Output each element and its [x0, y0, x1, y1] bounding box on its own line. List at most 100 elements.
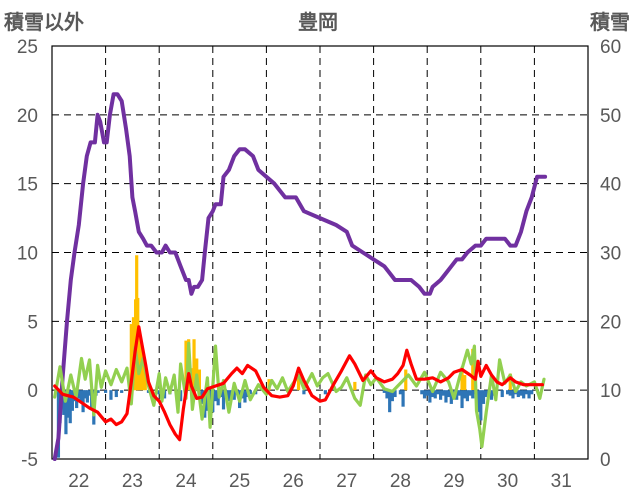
bar-series-4	[64, 390, 68, 435]
bar-series-3	[184, 340, 188, 391]
bar-series-4	[323, 390, 327, 395]
bar-series-4	[85, 390, 89, 403]
bar-series-4	[519, 390, 523, 396]
bar-series-4	[248, 390, 252, 395]
bar-series-4	[390, 390, 394, 402]
bar-series-4	[385, 390, 389, 399]
y-tick-label: 20	[17, 106, 38, 127]
bar-series-4	[382, 390, 386, 393]
bar-series-4	[433, 390, 437, 399]
bar-series-3	[141, 354, 145, 391]
bar-series-4	[441, 390, 445, 396]
bar-series-4	[511, 390, 515, 399]
bar-series-4	[157, 390, 161, 395]
bar-series-4	[120, 390, 124, 393]
bar-series-4	[500, 390, 504, 398]
bar-series-4	[232, 390, 236, 400]
y2-tick-label: 30	[600, 244, 621, 265]
bar-series-3	[143, 368, 147, 391]
bar-series-4	[489, 390, 494, 400]
bar-series-4	[79, 390, 83, 402]
bar-series-4	[508, 390, 512, 396]
bar-series-4	[522, 390, 526, 399]
chart-title: 豊岡	[298, 12, 338, 34]
y2-tick-label: 10	[600, 381, 621, 402]
bar-series-4	[460, 390, 464, 409]
bar-series-4	[208, 390, 212, 403]
bar-series-4	[77, 390, 81, 399]
bar-series-4	[227, 390, 231, 402]
bar-series-3	[296, 376, 301, 391]
bar-series-4	[484, 390, 488, 398]
bar-series-4	[447, 390, 451, 398]
bar-series-4	[96, 390, 100, 393]
bar-series-4	[476, 390, 480, 413]
bar-series-4	[457, 390, 461, 396]
bar-series-4	[213, 390, 218, 402]
bar-series-4	[481, 390, 486, 404]
bar-series-4	[524, 390, 528, 395]
y-tick-label: 15	[17, 175, 38, 196]
bar-series-4	[506, 390, 510, 395]
x-tick-label: 26	[283, 471, 304, 492]
bar-series-4	[455, 390, 459, 400]
x-tick-label: 25	[229, 471, 250, 492]
bar-series-4	[68, 390, 72, 424]
bar-series-4	[479, 390, 483, 421]
y2-tick-label: 50	[600, 106, 621, 127]
line-series-1	[53, 325, 544, 442]
bar-series-3	[463, 375, 467, 391]
bar-series-4	[66, 390, 70, 418]
bar-series-4	[420, 390, 424, 395]
bar-series-4	[436, 390, 440, 395]
bar-series-4	[114, 390, 118, 398]
bar-series-4	[463, 390, 467, 399]
bar-series-4	[388, 390, 392, 413]
bar-series-3	[353, 381, 357, 391]
bar-series-4	[422, 390, 427, 399]
bar-series-4	[104, 390, 108, 393]
y-tick-label: 5	[27, 312, 38, 333]
y-axis-label: 積雪以外	[4, 12, 84, 34]
bar-series-4	[70, 390, 74, 411]
x-tick-label: 28	[390, 471, 411, 492]
y2-axis-label: 積雪	[590, 12, 630, 34]
bar-series-4	[302, 390, 306, 395]
x-tick-label: 29	[443, 471, 464, 492]
line-series-0	[52, 92, 548, 461]
x-tick-label: 31	[551, 471, 572, 492]
x-tick-label: 23	[122, 471, 143, 492]
bar-series-4	[465, 390, 469, 402]
bar-series-3	[192, 339, 196, 391]
bar-series-4	[398, 390, 402, 395]
y2-tick-label: 0	[600, 450, 611, 471]
bar-series-3	[508, 373, 512, 391]
bar-series-4	[516, 390, 520, 398]
y-tick-label: 10	[17, 244, 38, 265]
bar-series-4	[83, 390, 87, 399]
bar-series-4	[430, 390, 435, 398]
bar-series-3	[197, 369, 201, 391]
x-tick-label: 24	[175, 471, 197, 492]
bar-series-4	[179, 390, 183, 402]
bar-series-4	[62, 390, 66, 415]
y2-tick-label: 60	[600, 37, 621, 58]
bar-series-3	[137, 326, 141, 391]
x-tick-label: 30	[497, 471, 518, 492]
bar-series-4	[468, 390, 472, 396]
bar-series-3	[129, 324, 133, 391]
bar-series-4	[449, 390, 453, 404]
bar-series-4	[401, 390, 405, 407]
y-tick-label: 0	[27, 381, 38, 402]
x-tick-label: 22	[68, 471, 89, 492]
y-tick-label: 25	[17, 37, 38, 58]
bar-series-4	[444, 390, 448, 403]
bar-series-4	[87, 390, 92, 396]
y2-tick-label: 40	[600, 175, 621, 196]
bar-series-4	[393, 390, 397, 398]
bar-series-4	[425, 390, 429, 396]
bar-series-4	[530, 390, 534, 395]
bar-series-4	[221, 390, 226, 410]
bar-series-4	[439, 390, 443, 400]
